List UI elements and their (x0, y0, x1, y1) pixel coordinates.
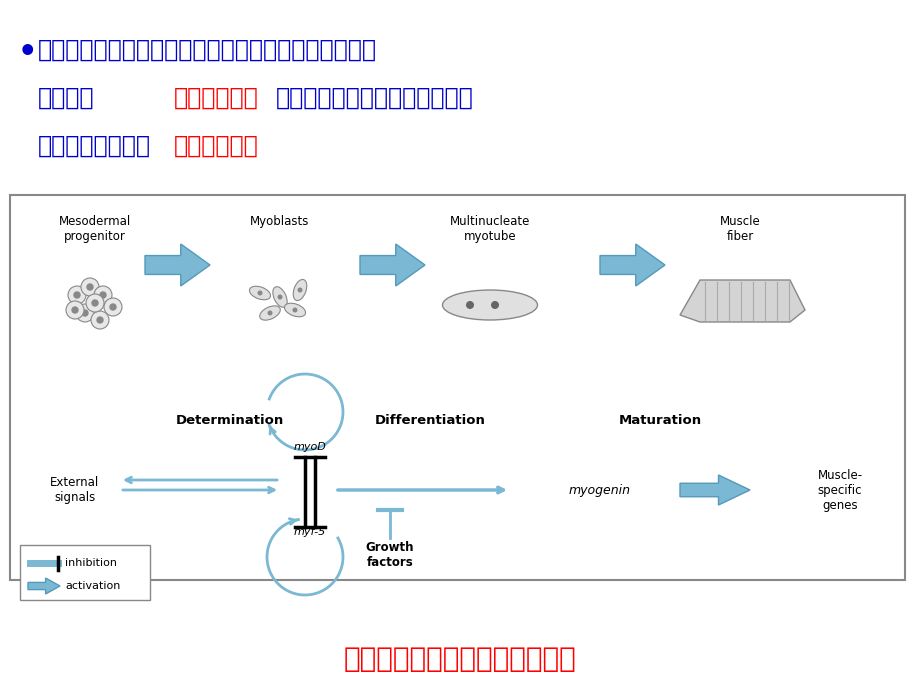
Text: 已分化的细胞: 已分化的细胞 (174, 86, 258, 110)
Circle shape (76, 304, 94, 322)
Circle shape (68, 286, 85, 304)
Text: Muscle
fiber: Muscle fiber (719, 215, 759, 243)
Circle shape (292, 308, 297, 313)
Text: myoD: myoD (293, 442, 326, 452)
Circle shape (74, 292, 80, 298)
Ellipse shape (259, 306, 280, 320)
Text: 从单个全能的受精卵产生各种类型细胞的发育过程叫细: 从单个全能的受精卵产生各种类型细胞的发育过程叫细 (38, 38, 377, 62)
Circle shape (96, 317, 103, 323)
Circle shape (81, 278, 99, 296)
FancyBboxPatch shape (10, 195, 904, 580)
Text: External
signals: External signals (51, 476, 99, 504)
Text: 特异的功能。: 特异的功能。 (174, 134, 258, 158)
Circle shape (104, 298, 122, 316)
Polygon shape (359, 244, 425, 286)
Text: inhibition: inhibition (65, 558, 117, 568)
Text: 的产物，而且行使: 的产物，而且行使 (38, 134, 151, 158)
Text: Determination: Determination (176, 413, 284, 426)
Circle shape (82, 310, 88, 316)
Ellipse shape (249, 286, 270, 299)
Text: •: • (18, 38, 38, 67)
Polygon shape (28, 578, 60, 594)
Text: Multinucleate
myotube: Multinucleate myotube (449, 215, 529, 243)
Polygon shape (599, 244, 664, 286)
Text: Growth
factors: Growth factors (366, 541, 414, 569)
Circle shape (278, 295, 282, 299)
Circle shape (267, 310, 272, 315)
Circle shape (66, 301, 84, 319)
Text: Differentiation: Differentiation (374, 413, 485, 426)
Text: Myoblasts: Myoblasts (250, 215, 310, 228)
Text: myf-5: myf-5 (293, 527, 325, 537)
Text: Maturation: Maturation (618, 413, 701, 426)
Polygon shape (145, 244, 210, 286)
Polygon shape (679, 280, 804, 322)
Circle shape (91, 311, 108, 329)
Text: Muscle-
specific
genes: Muscle- specific genes (817, 469, 862, 511)
Polygon shape (679, 475, 749, 505)
Text: 不但具有一定的形态和合成特异: 不但具有一定的形态和合成特异 (276, 86, 473, 110)
Circle shape (466, 301, 473, 309)
Circle shape (110, 304, 116, 310)
Text: Mesodermal
progenitor: Mesodermal progenitor (59, 215, 131, 243)
Text: 脊椎动物骨骼肌的分化主要特征: 脊椎动物骨骼肌的分化主要特征 (344, 645, 575, 673)
Text: 胞分化。: 胞分化。 (38, 86, 95, 110)
Text: activation: activation (65, 581, 120, 591)
Circle shape (72, 307, 78, 313)
Circle shape (87, 284, 93, 290)
Ellipse shape (293, 279, 306, 301)
Ellipse shape (442, 290, 537, 320)
Ellipse shape (273, 287, 287, 307)
Circle shape (297, 288, 302, 293)
Circle shape (92, 300, 98, 306)
Circle shape (94, 286, 112, 304)
Circle shape (85, 294, 104, 312)
Circle shape (100, 292, 106, 298)
Circle shape (257, 290, 262, 295)
Text: myogenin: myogenin (568, 484, 630, 497)
Ellipse shape (284, 303, 305, 317)
Circle shape (491, 301, 498, 309)
FancyBboxPatch shape (20, 545, 150, 600)
